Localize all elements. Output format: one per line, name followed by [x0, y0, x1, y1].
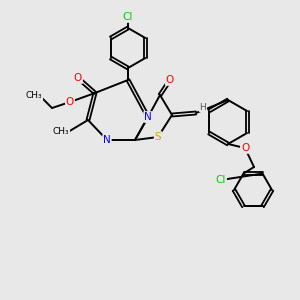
Text: O: O	[166, 75, 174, 85]
Text: O: O	[74, 73, 82, 83]
Text: N: N	[103, 135, 111, 145]
Text: O: O	[66, 97, 74, 107]
Text: CH₃: CH₃	[53, 128, 69, 136]
Text: H: H	[200, 103, 206, 112]
Text: CH₃: CH₃	[26, 92, 42, 100]
Text: O: O	[241, 143, 249, 153]
Text: N: N	[144, 112, 152, 122]
Text: Cl: Cl	[123, 12, 133, 22]
Text: S: S	[155, 132, 161, 142]
Text: Cl: Cl	[216, 175, 226, 185]
